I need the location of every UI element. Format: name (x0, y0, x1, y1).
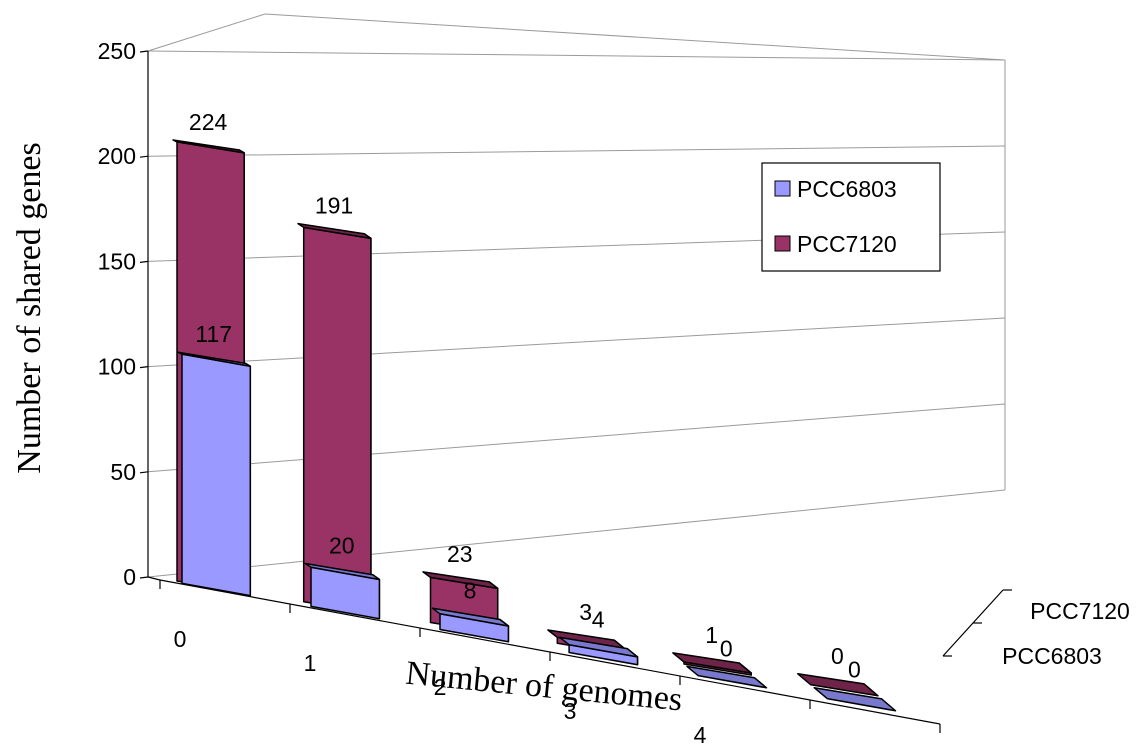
x-axis-title: Number of genomes (404, 655, 684, 719)
y-tick (139, 471, 149, 474)
legend-swatch-pcc6803 (774, 180, 791, 197)
data-label-pcc6803-4: 0 (720, 635, 733, 661)
bar-pcc7120-5 (797, 673, 879, 697)
y-tick (139, 366, 149, 369)
data-label-pcc6803-5: 0 (848, 657, 861, 683)
bar-top (422, 571, 499, 590)
bar-pcc6803-0 (177, 351, 252, 597)
depth-tick-label: PCC6803 (1002, 643, 1102, 669)
bar-top (431, 607, 510, 627)
legend-swatch-pcc7120 (774, 235, 791, 252)
bar-top (177, 351, 252, 368)
y-tick-label: 0 (123, 564, 136, 590)
bar-top (558, 636, 639, 658)
bar-pcc7120-4 (672, 652, 752, 676)
bar-front (181, 353, 252, 597)
bar-pcc6803-1 (304, 562, 381, 620)
bar-pcc6803-2 (431, 607, 510, 643)
bar-pcc6803-5 (813, 686, 897, 712)
bar-pcc7120-1 (297, 222, 372, 614)
x-tick-label: 1 (304, 650, 317, 676)
gridline (147, 403, 1006, 473)
y-tick-label: 50 (110, 459, 136, 485)
legend-box (761, 162, 941, 272)
y-axis-title: Number of shared genes (11, 142, 48, 473)
floor-left-edge (147, 576, 161, 581)
legend: PCC6803 PCC7120 (761, 162, 941, 272)
data-label-pcc7120-5: 0 (831, 643, 844, 669)
y-tick-label: 200 (98, 143, 136, 169)
grid-layer (147, 13, 1006, 578)
data-label-pcc6803-1: 20 (329, 533, 355, 559)
gridline (147, 489, 1006, 578)
x-tick-label: 0 (174, 626, 187, 652)
bar-top (672, 652, 752, 674)
data-label-pcc7120-1: 191 (315, 193, 353, 219)
gridline (147, 317, 1006, 368)
gridline (147, 50, 1006, 61)
y-tick (139, 50, 149, 53)
x-tick-label: 4 (694, 722, 707, 745)
y-tick-label: 100 (98, 354, 136, 380)
x-tick-label: 2 (434, 674, 447, 700)
data-label-pcc6803-0: 117 (195, 321, 232, 347)
y-tick (139, 576, 149, 579)
gridline (147, 13, 266, 52)
legend-label-pcc6803: PCC6803 (797, 176, 897, 202)
x-tick-label: 3 (564, 698, 577, 724)
bar-top (297, 222, 372, 240)
y-tick (139, 155, 149, 158)
bar-top (172, 139, 245, 154)
bar-top (304, 562, 381, 581)
gridline (147, 145, 1006, 157)
bar-top (797, 673, 879, 697)
bar-pcc6803-3 (558, 636, 639, 666)
y-tick-label: 150 (98, 248, 136, 274)
data-label-pcc7120-2: 23 (447, 541, 473, 567)
bar-top (813, 686, 897, 712)
data-label-pcc7120-3: 3 (579, 599, 592, 625)
data-label-pcc7120-4: 1 (705, 622, 718, 648)
legend-label-pcc7120: PCC7120 (797, 231, 897, 257)
data-label-pcc6803-2: 8 (464, 577, 477, 603)
data-label-pcc7120-0: 224 (189, 109, 228, 135)
gridline (264, 13, 1006, 61)
data-label-pcc6803-3: 4 (592, 606, 605, 632)
depth-tick-label: PCC7120 (1030, 598, 1130, 624)
y-tick-label: 250 (98, 38, 136, 64)
y-tick (139, 260, 149, 263)
bar-layer (172, 139, 897, 712)
bar-pcc6803-4 (686, 665, 768, 689)
bar-top (686, 665, 768, 689)
